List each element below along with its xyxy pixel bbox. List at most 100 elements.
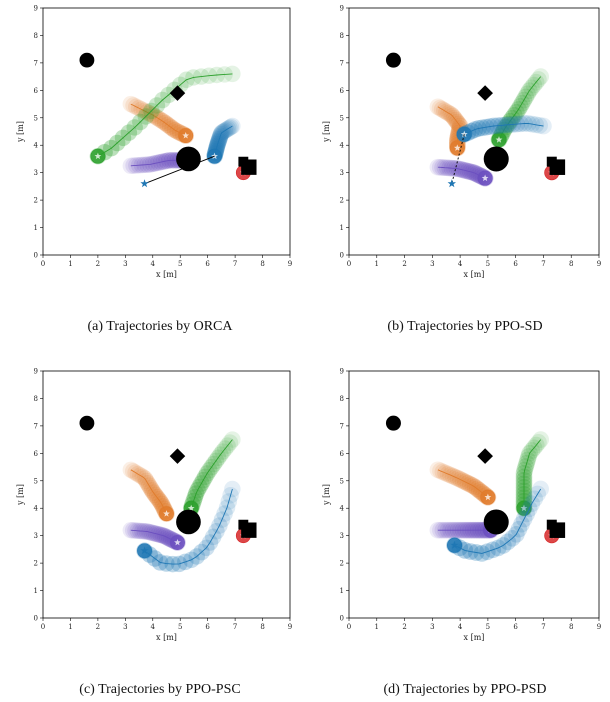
y-tick-label: 4 [340,142,345,150]
x-tick-label: 2 [96,260,100,268]
y-tick-label: 4 [34,142,39,150]
obstacle-circle [79,415,95,431]
x-tick-label: 1 [375,260,379,268]
human-position-star [481,174,489,182]
plot-frame [42,370,291,619]
y-tick-label: 3 [340,169,344,177]
human-trail-disk [429,461,447,479]
robot-trail-disk [535,117,552,135]
human-path-line [130,103,186,137]
y-tick-label: 3 [340,532,344,540]
human-trail-0 [429,461,497,506]
robot-goal-star [140,179,149,188]
x-tick-label: 5 [486,260,490,268]
y-tick-label: 5 [340,114,344,122]
human-path-line [190,439,233,509]
x-tick-label: 0 [41,623,45,631]
human-position-star [94,152,102,160]
y-axis-label: y [m] [322,484,331,506]
x-axis-label: x [m] [156,633,177,642]
x-tick-label: 6 [513,623,518,631]
y-tick-label: 1 [34,587,38,595]
y-tick-label: 4 [34,505,39,513]
obstacle-circle [176,509,201,535]
x-tick-label: 5 [178,623,182,631]
y-tick-label: 7 [340,59,344,67]
x-tick-label: 8 [260,260,264,268]
y-tick-label: 8 [340,32,344,40]
y-axis-label: y [m] [16,484,25,506]
x-tick-label: 5 [486,623,490,631]
y-tick-label: 0 [34,615,38,623]
robot-goal-star [140,546,149,555]
robot-planned-path [144,155,215,185]
obstacle-circle [176,146,201,172]
human-position-star [187,504,195,512]
caption-d: (d) Trajectories by PPO-PSD [384,682,547,697]
human-trail-0 [122,95,194,144]
caption-a: (a) Trajectories by ORCA [87,319,233,334]
y-tick-label: 5 [34,477,38,485]
y-tick-label: 7 [340,422,344,430]
human-path-line [130,469,167,514]
x-tick-label: 8 [569,260,573,268]
obstacle-square [238,156,249,167]
x-tick-label: 0 [41,260,45,268]
x-tick-label: 1 [68,623,72,631]
obstacle-square [238,519,249,530]
obstacle-square [546,156,557,167]
y-tick-label: 1 [340,587,344,595]
obstacle-diamond [477,85,493,101]
x-tick-label: 3 [123,623,127,631]
obstacle-square [546,519,557,530]
human-path-line [437,166,486,179]
human-position-star [484,493,492,501]
y-tick-label: 2 [340,560,344,568]
x-tick-label: 0 [347,623,351,631]
caption-b: (b) Trajectories by PPO-SD [387,319,542,334]
obstacle-circle [483,509,509,535]
y-tick-label: 9 [34,368,38,376]
x-tick-label: 3 [123,260,127,268]
y-tick-label: 2 [340,197,344,205]
plot-frame [348,370,600,619]
x-tick-label: 2 [402,623,406,631]
robot-trail-4 [446,480,550,562]
y-tick-label: 7 [34,59,38,67]
x-tick-label: 7 [233,623,237,631]
y-tick-label: 0 [340,252,344,260]
caption-c: (c) Trajectories by PPO-PSC [79,682,240,697]
obstacle-circle [385,52,401,68]
y-tick-label: 3 [34,532,38,540]
human-path-line [97,73,233,157]
x-tick-label: 2 [96,623,100,631]
x-tick-label: 7 [541,260,545,268]
robot-trail-4 [455,115,552,143]
y-tick-label: 5 [340,477,344,485]
x-tick-label: 1 [68,260,72,268]
robot-goal-star [447,179,456,188]
x-axis-label: x [m] [156,270,177,279]
human-position-star [495,136,503,143]
x-tick-label: 6 [513,260,518,268]
y-tick-label: 4 [340,505,345,513]
human-trail-1 [182,431,241,517]
human-position-star [520,504,528,512]
x-tick-label: 7 [541,623,545,631]
chart-panel-b: 0 1 2 3 4 5 6 7 8 9 0 1 2 3 4 5 6 7 8 9 x [m] y [m] [322,5,601,280]
y-tick-label: 9 [340,368,344,376]
x-tick-label: 1 [375,623,379,631]
human-path-line [523,439,542,509]
chart-panel-d: 0 1 2 3 4 5 6 7 8 9 0 1 2 3 4 5 6 7 8 9 x [m] y [m] [322,368,601,643]
robot-path-line [454,488,542,554]
human-trail-0 [122,461,175,522]
y-tick-label: 6 [34,87,39,95]
obstacle-circle [385,415,401,431]
robot-planned-path [451,134,465,184]
y-tick-label: 9 [340,5,344,13]
x-tick-label: 9 [597,260,601,268]
x-tick-label: 7 [233,260,237,268]
y-tick-label: 1 [340,224,344,232]
y-tick-label: 3 [34,169,38,177]
